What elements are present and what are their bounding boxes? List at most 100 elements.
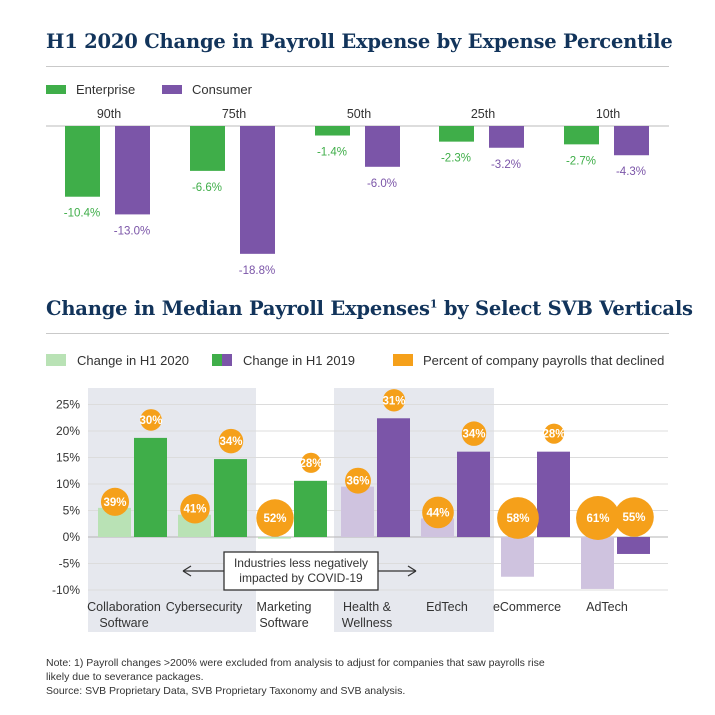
bar-h1-2019	[537, 451, 570, 537]
category-label: 10th	[596, 107, 620, 121]
declined-bubble-h1-2019	[382, 389, 406, 412]
declined-bubble-h1-2019	[218, 428, 244, 454]
bar-consumer	[365, 126, 400, 167]
data-label: -18.8%	[239, 265, 275, 277]
category-label: 75th	[222, 107, 246, 121]
annotation-text: impacted by COVID-19	[239, 571, 363, 585]
verticals-bar-chart: Change in H1 2020 Change in H1 2019 Percen…	[46, 353, 668, 632]
chart-2-title: Change in Median Payroll Expenses1 by Se…	[46, 297, 693, 320]
data-label: -6.6%	[192, 182, 222, 194]
declined-bubble-h1-2019	[300, 452, 322, 473]
category-label: EdTech	[426, 600, 468, 614]
legend-swatch-h1-2019-green	[212, 354, 222, 366]
y-tick-label: 10%	[56, 477, 80, 491]
bar-enterprise	[315, 126, 350, 136]
bar-consumer	[489, 126, 524, 148]
bar-h1-2019	[214, 459, 247, 537]
category-label: AdTech	[586, 600, 628, 614]
percentile-bar-chart: Enterprise Consumer 90th -10.4% -13.0% 75th -6…	[46, 82, 669, 277]
bar-h1-2020	[501, 537, 534, 577]
legend-swatch-declined	[393, 354, 413, 366]
y-tick-label: 5%	[63, 504, 81, 518]
declined-bubble-h1-2019	[543, 423, 565, 444]
declined-label-h1-2020: 39%	[103, 497, 126, 509]
category-label: 90th	[97, 107, 121, 121]
declined-label-h1-2020: 41%	[183, 504, 206, 516]
bar-consumer	[614, 126, 649, 156]
declined-bubble-h1-2020	[345, 467, 371, 494]
bar-consumer	[115, 126, 150, 215]
annotation-box	[223, 551, 379, 591]
bar-h1-2019	[617, 537, 650, 554]
declined-label-h1-2020: 52%	[263, 513, 286, 525]
bar-h1-2019	[294, 480, 327, 537]
declined-label-h1-2020: 61%	[586, 513, 609, 525]
bar-enterprise	[65, 126, 100, 197]
bar-h1-2019	[134, 437, 167, 537]
category-label: Health &	[343, 600, 392, 614]
category-label: 50th	[347, 107, 371, 121]
legend-label-enterprise: Enterprise	[76, 82, 135, 97]
y-tick-label: 25%	[56, 398, 80, 412]
bar-h1-2020	[341, 486, 374, 537]
declined-bubble-h1-2019	[614, 497, 654, 537]
data-label: -2.3%	[441, 153, 471, 165]
legend-label-h1-2020: Change in H1 2020	[77, 353, 189, 368]
category-label: Software	[99, 616, 148, 630]
declined-label-h1-2020: 44%	[426, 507, 449, 519]
title-1-divider	[46, 66, 669, 67]
legend-swatch-enterprise	[46, 85, 66, 94]
data-label: -1.4%	[317, 147, 347, 159]
declined-bubble-h1-2020	[256, 499, 294, 537]
data-label: -13.0%	[114, 225, 150, 237]
declined-label-h1-2019: 55%	[622, 512, 645, 524]
legend-swatch-consumer	[162, 85, 182, 94]
category-label: 25th	[471, 107, 495, 121]
bar-enterprise	[439, 126, 474, 142]
chart-1-title: H1 2020 Change in Payroll Expense by Exp…	[46, 30, 673, 53]
data-label: -10.4%	[64, 208, 100, 220]
y-tick-label: 20%	[56, 424, 80, 438]
title-2-divider	[46, 333, 669, 334]
legend-label-declined: Percent of company payrolls that decline…	[423, 353, 664, 368]
category-label: Software	[259, 616, 308, 630]
bar-enterprise	[190, 126, 225, 171]
declined-bubble-h1-2019	[140, 409, 162, 431]
footnote-line-2: likely due to severance packages.	[46, 671, 204, 683]
y-tick-label: -10%	[52, 583, 80, 597]
legend-swatch-h1-2019-purple	[222, 354, 232, 366]
y-tick-label: 0%	[63, 530, 81, 544]
footnote-source: Source: SVB Proprietary Data, SVB Propri…	[46, 685, 406, 697]
declined-label-h1-2020: 58%	[506, 513, 529, 525]
declined-bubble-h1-2019	[461, 421, 487, 446]
declined-label-h1-2019: 34%	[219, 436, 242, 448]
declined-label-h1-2019: 34%	[462, 429, 485, 441]
data-label: -6.0%	[367, 178, 397, 190]
y-tick-label: 15%	[56, 451, 80, 465]
y-tick-label: -5%	[59, 557, 81, 571]
declined-label-h1-2020: 36%	[346, 476, 369, 488]
declined-bubble-h1-2020	[497, 497, 539, 539]
category-label: eCommerce	[493, 600, 561, 614]
annotation-text: Industries less negatively	[234, 556, 368, 570]
footnote-line-1: Note: 1) Payroll changes >200% were excl…	[46, 657, 545, 669]
data-label: -2.7%	[566, 155, 596, 167]
declined-bubble-h1-2020	[422, 496, 454, 529]
legend-label-consumer: Consumer	[192, 82, 253, 97]
category-label: Cybersecurity	[166, 600, 243, 614]
declined-label-h1-2019: 30%	[139, 415, 162, 427]
legend-swatch-h1-2020	[46, 354, 66, 366]
data-label: -4.3%	[616, 166, 646, 178]
bar-h1-2020	[581, 537, 614, 589]
declined-bubble-h1-2020	[100, 487, 130, 516]
data-label: -3.2%	[491, 159, 521, 171]
category-label: Marketing	[257, 600, 312, 614]
bar-enterprise	[564, 126, 599, 145]
footnote: Note: 1) Payroll changes >200% were excl…	[46, 656, 686, 698]
bar-h1-2019	[377, 418, 410, 537]
declined-bubble-h1-2020	[180, 493, 210, 524]
annotation-arrow-right	[407, 565, 417, 577]
legend-label-h1-2019: Change in H1 2019	[243, 353, 355, 368]
category-label: Collaboration	[87, 600, 161, 614]
category-label: Wellness	[342, 616, 392, 630]
